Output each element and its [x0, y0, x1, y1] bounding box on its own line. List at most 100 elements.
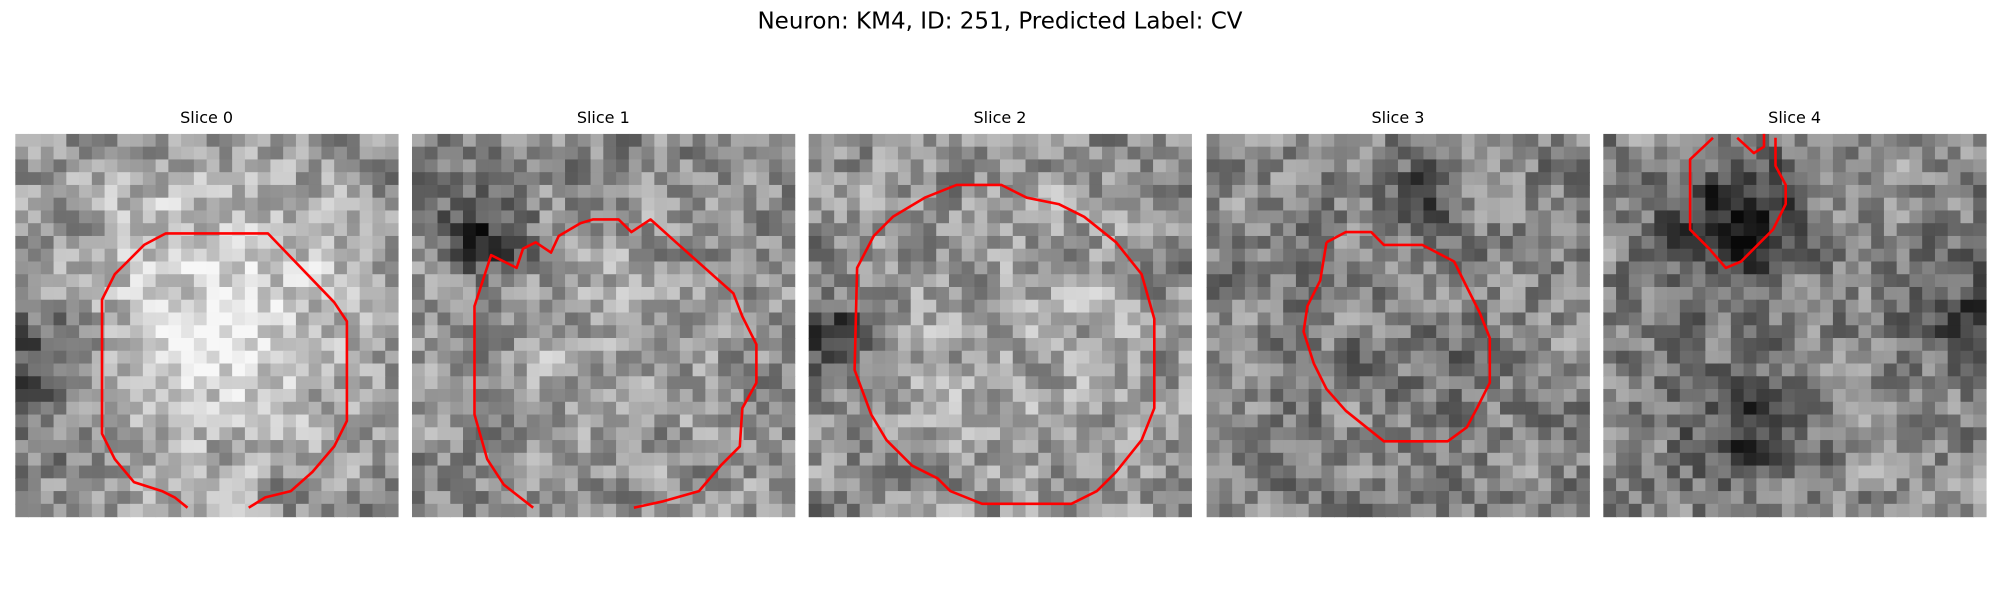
pixel: [1551, 389, 1565, 403]
pixel: [1551, 210, 1565, 224]
pixel: [1871, 172, 1885, 186]
pixel: [1871, 440, 1885, 454]
pixel: [565, 172, 579, 186]
pixel: [206, 350, 220, 365]
pixel: [641, 312, 655, 326]
pixel: [1114, 210, 1129, 224]
pixel: [1257, 338, 1272, 352]
pixel: [104, 338, 118, 352]
pixel: [219, 274, 233, 288]
pixel: [257, 414, 272, 428]
pixel: [1089, 261, 1103, 275]
pixel: [1832, 363, 1847, 377]
pixel: [961, 363, 976, 377]
pixel: [705, 414, 719, 428]
pixel: [1232, 184, 1246, 199]
pixel: [923, 414, 937, 428]
pixel: [1896, 376, 1911, 390]
pixel: [821, 159, 835, 173]
pixel: [1563, 184, 1578, 199]
pixel: [66, 325, 80, 339]
pixel: [283, 427, 297, 441]
pixel: [679, 440, 694, 454]
pixel: [232, 235, 246, 250]
pixel: [603, 184, 617, 199]
pixel: [437, 389, 451, 403]
pixel: [1232, 172, 1246, 186]
pixel: [539, 286, 553, 301]
pixel: [679, 248, 694, 263]
pixel: [1628, 210, 1643, 224]
pixel: [1538, 503, 1552, 518]
pixel: [1960, 414, 1974, 428]
pixel: [1165, 261, 1180, 275]
pixel: [1947, 172, 1962, 186]
pixel: [117, 312, 131, 326]
pixel: [1295, 197, 1310, 212]
pixel: [1883, 478, 1898, 492]
pixel: [219, 363, 233, 377]
pixel: [488, 312, 502, 326]
pixel: [1538, 146, 1552, 161]
pixel: [1423, 210, 1437, 224]
pixel: [872, 440, 886, 454]
pixel: [104, 184, 118, 199]
pixel: [232, 146, 246, 161]
pixel: [501, 440, 515, 454]
pixel: [40, 235, 55, 250]
pixel: [948, 401, 963, 416]
pixel: [1973, 159, 1987, 173]
pixel: [718, 338, 732, 352]
pixel: [1654, 223, 1668, 237]
pixel: [1385, 286, 1399, 301]
pixel: [437, 197, 451, 212]
pixel: [142, 465, 157, 479]
pixel: [1947, 210, 1962, 224]
pixel: [270, 261, 284, 275]
pixel: [1385, 223, 1399, 237]
pixel: [859, 299, 874, 314]
pixel: [1909, 376, 1923, 390]
pixel: [1385, 503, 1399, 518]
pixel: [372, 184, 386, 199]
pixel: [424, 414, 439, 428]
pixel: [1934, 465, 1949, 479]
pixel: [1832, 491, 1847, 505]
pixel: [1960, 133, 1974, 148]
pixel: [193, 503, 208, 518]
pixel: [1858, 261, 1872, 275]
pixel: [1153, 223, 1167, 237]
pixel: [244, 338, 259, 352]
pixel: [1359, 223, 1374, 237]
pixel: [1616, 414, 1630, 428]
pixel: [1076, 376, 1090, 390]
pixel: [130, 414, 144, 428]
pixel: [488, 325, 502, 339]
pixel: [1410, 376, 1425, 390]
pixel: [1308, 478, 1323, 492]
pixel: [1832, 235, 1847, 250]
pixel: [1705, 427, 1719, 441]
pixel: [910, 146, 925, 161]
pixel: [450, 184, 464, 199]
pixel: [1603, 350, 1617, 365]
pixel: [641, 350, 655, 365]
pixel: [1063, 350, 1078, 365]
pixel: [168, 133, 182, 148]
pixel: [117, 299, 131, 314]
pixel: [834, 159, 848, 173]
pixel: [1603, 401, 1617, 416]
pixel: [1756, 414, 1770, 428]
pixel: [244, 172, 259, 186]
pixel: [372, 299, 386, 314]
pixel: [257, 248, 272, 263]
pixel: [1756, 389, 1770, 403]
pixel: [910, 414, 925, 428]
pixel: [1153, 440, 1167, 454]
pixel: [1385, 363, 1399, 377]
pixel: [603, 350, 617, 365]
pixel: [66, 197, 80, 212]
pixel: [1436, 363, 1450, 377]
pixel: [897, 376, 912, 390]
pixel: [1820, 210, 1834, 224]
